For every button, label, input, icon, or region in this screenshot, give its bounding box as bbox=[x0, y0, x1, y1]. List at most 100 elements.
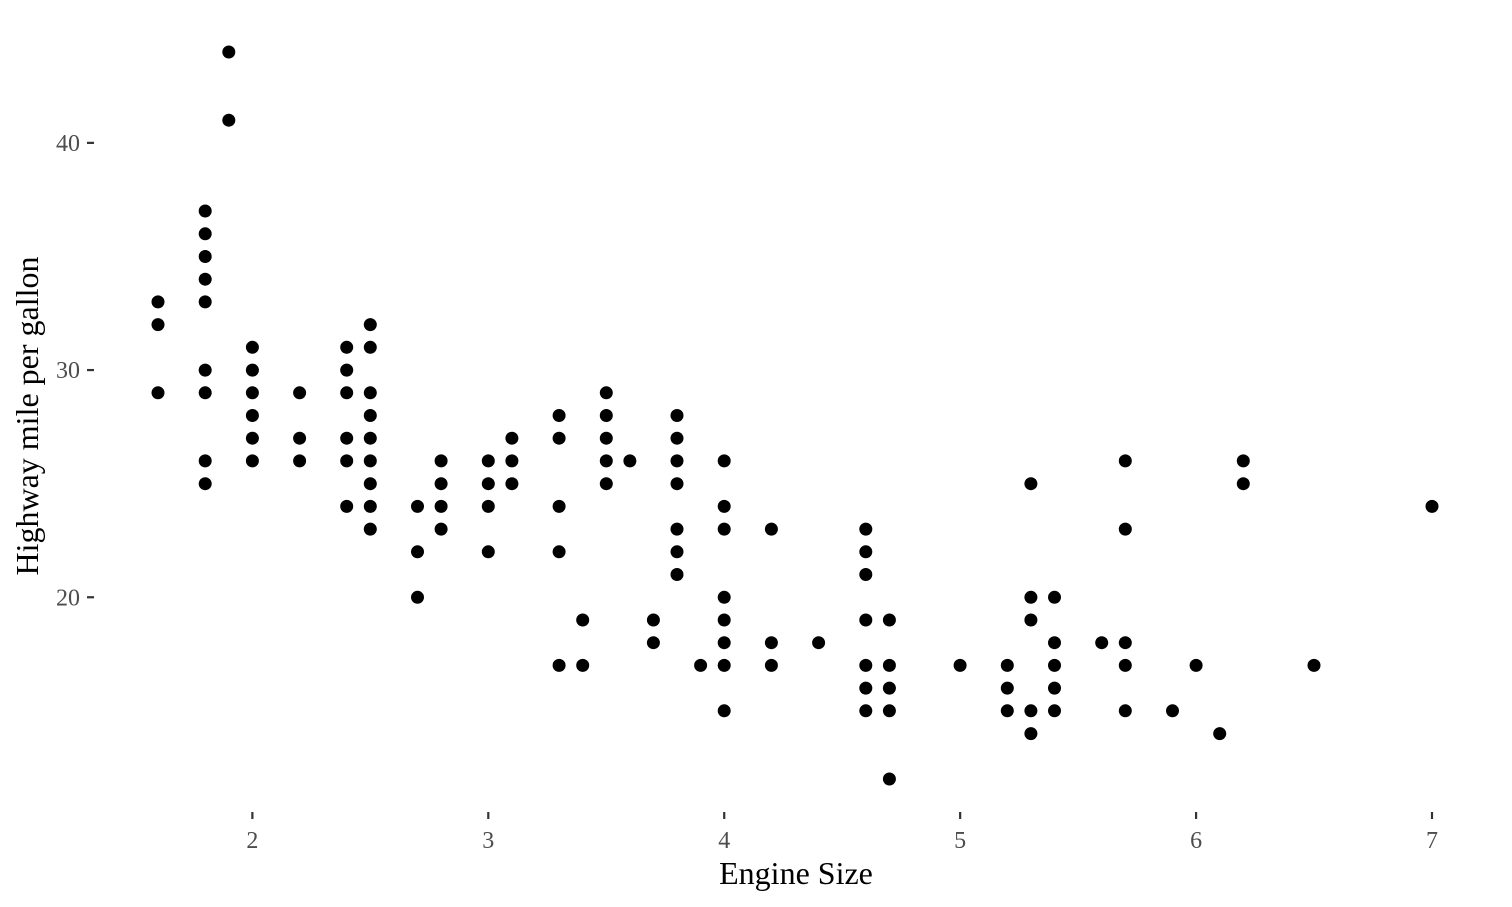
scatter-point bbox=[599, 409, 613, 422]
scatter-point bbox=[505, 477, 519, 491]
scatter-point bbox=[222, 45, 236, 59]
scatter-point bbox=[953, 658, 967, 672]
scatter-point bbox=[151, 295, 165, 309]
scatter-point bbox=[717, 499, 731, 513]
scatter-point bbox=[198, 250, 212, 263]
scatter-point bbox=[552, 658, 566, 672]
scatter-point bbox=[293, 454, 307, 468]
scatter-point bbox=[245, 363, 259, 377]
scatter-point bbox=[670, 409, 684, 422]
scatter-point bbox=[198, 386, 212, 400]
scatter-point bbox=[340, 454, 354, 468]
scatter-point bbox=[717, 454, 731, 468]
data-points bbox=[151, 45, 1439, 786]
scatter-point bbox=[882, 658, 896, 672]
scatter-point bbox=[646, 636, 660, 650]
scatter-point bbox=[1425, 499, 1439, 513]
scatter-point bbox=[670, 545, 684, 559]
scatter-point bbox=[1024, 727, 1038, 741]
scatter-point bbox=[1118, 454, 1132, 468]
scatter-point bbox=[1118, 522, 1132, 536]
scatter-point bbox=[505, 431, 519, 445]
scatter-point bbox=[717, 522, 731, 536]
scatter-point bbox=[1166, 704, 1179, 718]
scatter-point bbox=[1048, 590, 1061, 604]
scatter-point bbox=[717, 613, 731, 627]
x-tick-label: 6 bbox=[1190, 828, 1202, 854]
scatter-point bbox=[363, 477, 377, 491]
scatter-point bbox=[245, 409, 259, 422]
scatter-point bbox=[1236, 454, 1250, 468]
scatter-point bbox=[552, 431, 566, 445]
scatter-point bbox=[363, 522, 377, 536]
scatter-point bbox=[623, 454, 637, 468]
scatter-point bbox=[859, 704, 873, 718]
scatter-point bbox=[717, 704, 731, 718]
scatter-point bbox=[882, 772, 896, 786]
scatter-point bbox=[1000, 681, 1014, 695]
scatter-point bbox=[1024, 590, 1038, 604]
scatter-point bbox=[434, 477, 448, 491]
scatter-point bbox=[198, 477, 212, 491]
y-axis-title: Highway mile per gallon bbox=[9, 256, 45, 575]
scatter-point bbox=[859, 613, 873, 627]
scatter-point bbox=[764, 522, 778, 536]
scatter-point bbox=[1118, 636, 1132, 650]
scatter-point bbox=[646, 613, 660, 627]
scatter-point bbox=[1307, 658, 1321, 672]
scatter-point bbox=[293, 431, 307, 445]
scatter-point bbox=[1024, 613, 1038, 627]
scatter-point bbox=[363, 318, 377, 332]
scatter-point bbox=[1024, 704, 1038, 718]
scatter-point bbox=[670, 454, 684, 468]
scatter-point bbox=[411, 590, 424, 604]
scatter-point bbox=[859, 658, 873, 672]
scatter-point bbox=[882, 613, 896, 627]
scatter-point bbox=[694, 658, 708, 672]
scatter-point bbox=[1048, 704, 1061, 718]
scatter-point bbox=[599, 454, 613, 468]
scatter-point bbox=[505, 454, 519, 468]
scatter-point bbox=[481, 477, 495, 491]
scatter-point bbox=[363, 409, 377, 422]
scatter-point bbox=[481, 454, 495, 468]
scatter-point bbox=[363, 431, 377, 445]
scatter-point bbox=[717, 658, 731, 672]
scatter-point bbox=[198, 272, 212, 286]
scatter-point bbox=[198, 204, 212, 218]
scatter-point bbox=[222, 113, 236, 127]
scatter-point bbox=[198, 454, 212, 468]
y-tick-label: 20 bbox=[56, 585, 80, 611]
scatter-point bbox=[363, 454, 377, 468]
scatter-point bbox=[1118, 704, 1132, 718]
scatter-point bbox=[670, 477, 684, 491]
scatter-point bbox=[576, 613, 590, 627]
y-tick-label: 30 bbox=[56, 358, 80, 384]
scatter-point bbox=[481, 545, 495, 559]
scatter-point bbox=[198, 295, 212, 309]
scatter-point bbox=[882, 704, 896, 718]
scatter-point bbox=[670, 522, 684, 536]
scatter-point bbox=[670, 431, 684, 445]
scatter-point bbox=[882, 681, 896, 695]
scatter-point bbox=[411, 545, 424, 559]
x-axis: 2 3 4 5 6 7 bbox=[246, 812, 1438, 854]
scatter-point bbox=[363, 499, 377, 513]
scatter-point bbox=[717, 590, 731, 604]
scatter-point bbox=[1236, 477, 1250, 491]
scatter-point bbox=[151, 386, 165, 400]
scatter-point bbox=[1000, 704, 1014, 718]
scatter-point bbox=[434, 522, 448, 536]
scatter-point bbox=[670, 568, 684, 581]
scatter-point bbox=[434, 454, 448, 468]
scatter-point bbox=[552, 499, 566, 513]
scatter-point bbox=[859, 522, 873, 536]
scatter-point bbox=[411, 499, 424, 513]
scatter-point bbox=[812, 636, 826, 650]
scatter-point bbox=[1048, 658, 1061, 672]
scatter-point bbox=[198, 227, 212, 241]
scatter-point bbox=[552, 409, 566, 422]
scatter-point bbox=[340, 340, 354, 354]
scatter-point bbox=[764, 636, 778, 650]
